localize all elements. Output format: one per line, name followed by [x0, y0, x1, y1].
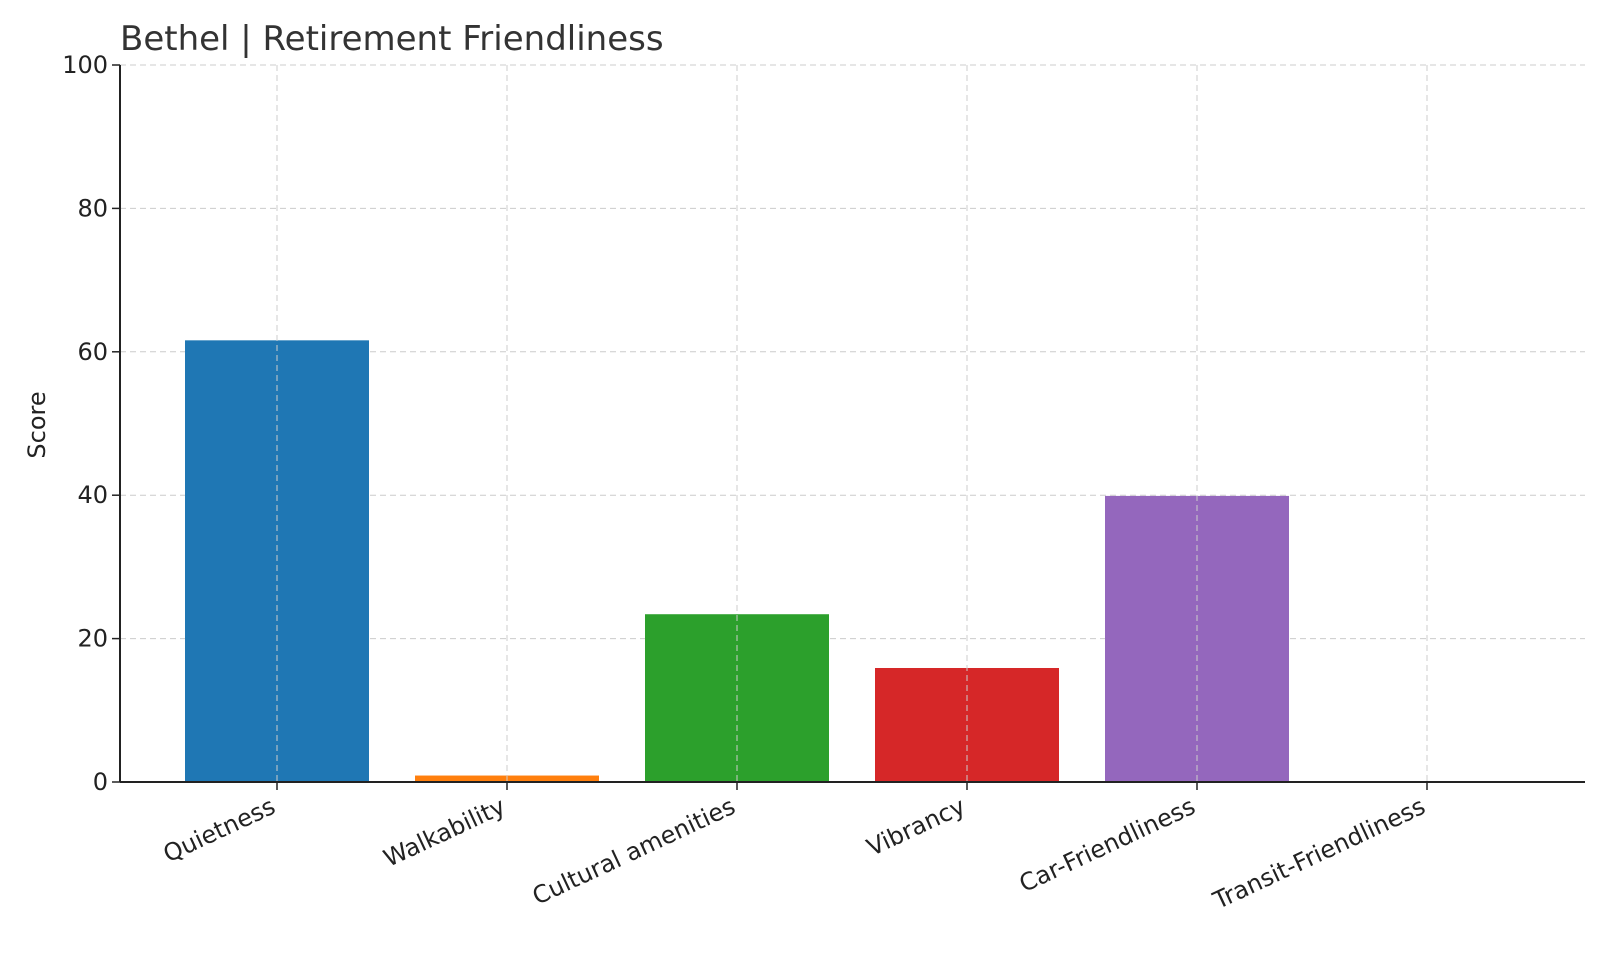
- y-tick-label: 80: [77, 194, 108, 222]
- y-tick-label: 0: [93, 768, 108, 796]
- x-tick-label: Transit-Friendliness: [1208, 792, 1429, 915]
- x-tick-label: Walkability: [379, 792, 509, 873]
- y-tick-label: 40: [77, 481, 108, 509]
- chart-title: Bethel | Retirement Friendliness: [120, 19, 664, 59]
- y-axis-label: Score: [23, 391, 51, 458]
- y-tick-labels: 0 20 40 60 80 100: [62, 51, 108, 796]
- y-tick-label: 60: [77, 338, 108, 366]
- x-tick-labels: Quietness Walkability Cultural amenities Vi…: [159, 792, 1430, 915]
- y-tick-label: 100: [62, 51, 108, 79]
- x-tick-label: Car-Friendliness: [1015, 792, 1200, 898]
- x-tick-label: Vibrancy: [863, 792, 970, 862]
- axes: [112, 64, 1585, 790]
- x-tick-label: Cultural amenities: [528, 792, 739, 910]
- y-tick-label: 20: [77, 625, 108, 653]
- x-tick-label: Quietness: [159, 792, 280, 868]
